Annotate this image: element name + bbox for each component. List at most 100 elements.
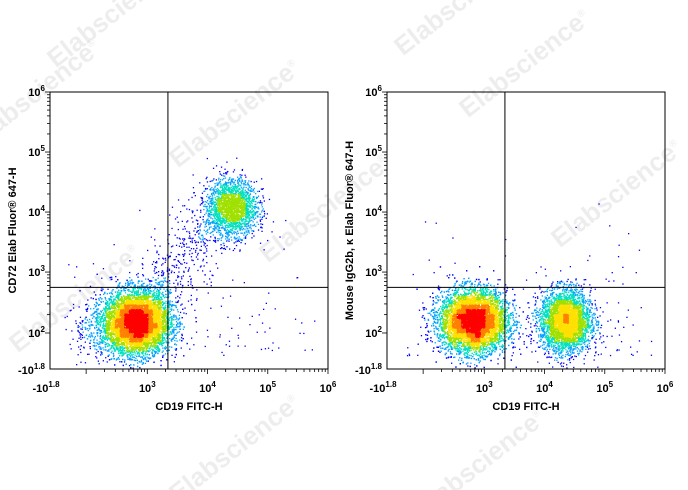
event-point: [212, 192, 214, 194]
event-point: [177, 275, 179, 277]
event-point: [266, 213, 268, 215]
event-point: [142, 362, 144, 365]
event-point: [83, 347, 85, 349]
event-point: [245, 199, 247, 201]
event-point: [228, 188, 231, 190]
event-point: [247, 224, 249, 226]
event-point: [153, 345, 156, 347]
event-point: [206, 210, 208, 213]
event-point: [252, 205, 254, 207]
event-point: [175, 297, 177, 299]
event-point: [106, 313, 108, 315]
event-point: [216, 213, 219, 215]
event-point: [228, 225, 230, 227]
event-point: [161, 333, 163, 336]
event-point: [161, 316, 163, 318]
event-point: [239, 222, 241, 224]
event-point: [171, 227, 173, 230]
event-point: [105, 316, 107, 318]
event-point: [114, 364, 116, 366]
event-point: [208, 196, 210, 199]
event-point: [219, 205, 221, 207]
event-point: [242, 190, 244, 192]
event-point: [213, 228, 216, 230]
event-point: [165, 341, 167, 343]
event-point: [244, 192, 246, 195]
event-point: [164, 333, 166, 335]
event-point: [189, 348, 191, 350]
event-point: [255, 217, 257, 219]
event-point: [222, 201, 224, 204]
event-point: [88, 336, 90, 338]
event-point: [240, 193, 242, 196]
event-point: [200, 196, 202, 199]
event-point: [102, 360, 104, 362]
event-point: [245, 195, 247, 198]
event-point: [238, 223, 240, 226]
event-point: [201, 234, 204, 236]
event-point: [223, 183, 225, 186]
event-point: [252, 196, 254, 198]
event-point: [178, 314, 181, 316]
event-point: [95, 317, 97, 319]
event-point: [106, 339, 109, 341]
event-point: [212, 218, 214, 220]
event-point: [255, 205, 257, 208]
event-point: [114, 339, 116, 341]
event-point: [213, 220, 215, 222]
event-point: [175, 301, 177, 303]
event-point: [135, 346, 137, 348]
event-point: [164, 313, 166, 315]
event-point: [82, 331, 84, 333]
event-point: [162, 335, 164, 338]
event-point: [215, 188, 217, 190]
event-point: [272, 342, 274, 344]
event-point: [236, 239, 238, 241]
event-point: [216, 210, 218, 212]
event-point: [164, 296, 167, 298]
event-point: [134, 285, 136, 287]
event-point: [150, 344, 153, 346]
event-point: [170, 251, 172, 254]
event-point: [148, 343, 150, 345]
event-point: [173, 265, 175, 267]
event-point: [165, 304, 167, 307]
event-point: [243, 215, 245, 217]
event-point: [238, 214, 240, 216]
event-point: [120, 350, 122, 352]
event-point: [267, 347, 270, 349]
event-point: [154, 272, 156, 274]
event-point: [131, 279, 133, 281]
event-point: [65, 328, 67, 331]
event-point: [212, 192, 214, 194]
event-point: [122, 348, 124, 350]
event-point: [193, 263, 195, 266]
event-point: [105, 325, 107, 328]
event-point: [244, 203, 246, 205]
event-point: [259, 242, 262, 244]
event-point: [250, 190, 252, 193]
event-point: [109, 324, 111, 326]
event-point: [106, 308, 108, 310]
event-point: [204, 345, 206, 348]
event-point: [198, 236, 200, 238]
event-point: [231, 327, 233, 329]
event-point: [242, 229, 244, 231]
event-point: [139, 347, 142, 349]
event-point: [263, 200, 265, 202]
event-point: [102, 337, 104, 340]
event-point: [192, 210, 194, 212]
event-point: [84, 341, 86, 343]
event-point: [110, 299, 112, 302]
event-point: [92, 314, 94, 316]
event-point: [253, 224, 255, 227]
event-point: [176, 332, 178, 334]
event-point: [175, 266, 178, 269]
event-point: [108, 345, 110, 347]
event-point: [216, 206, 218, 208]
event-point: [156, 250, 158, 252]
event-point: [227, 234, 230, 236]
event-point: [221, 221, 224, 223]
event-point: [224, 193, 226, 195]
event-point: [244, 210, 246, 212]
